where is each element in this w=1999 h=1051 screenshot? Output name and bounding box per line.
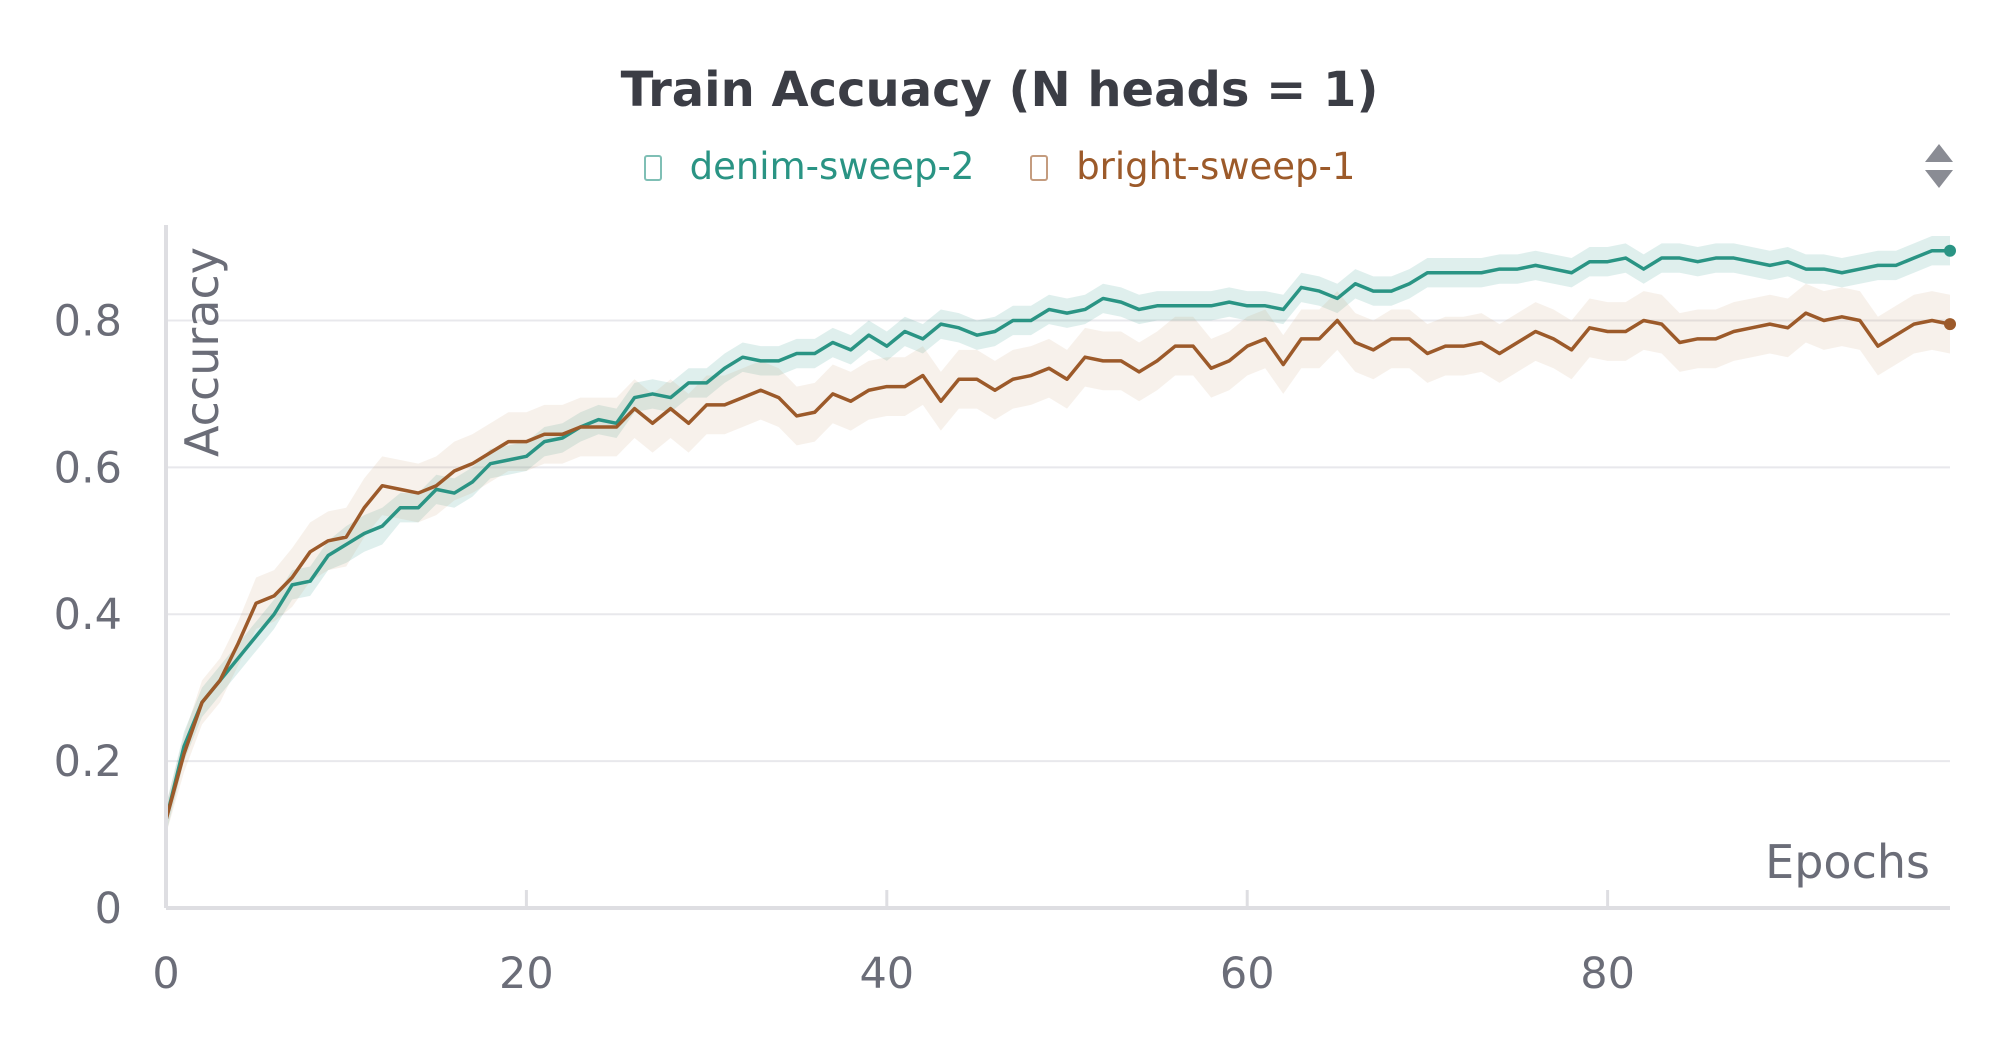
- sort-toggle-icon[interactable]: [1921, 142, 1957, 190]
- x-tick-label-0: 0: [152, 949, 179, 999]
- band-bright-sweep-1: [166, 283, 1950, 835]
- x-tick-label-2: 40: [859, 949, 914, 999]
- series-lines: [164, 248, 1951, 821]
- y-axis-label: Accuracy: [175, 247, 229, 457]
- endpoint-denim-sweep-2: [1944, 244, 1956, 257]
- x-tick-label-3: 60: [1220, 949, 1275, 999]
- endpoint-bright-sweep-1: [1944, 318, 1956, 331]
- legend-label-series-2: bright-sweep-1: [1076, 145, 1356, 188]
- x-tick-label-1: 20: [499, 949, 554, 999]
- legend-label-series-1: denim-sweep-2: [689, 145, 975, 188]
- y-tick-label-2: 0.4: [54, 590, 122, 640]
- y-tick-label-0: 0: [95, 884, 122, 934]
- y-tick-label-3: 0.6: [54, 443, 122, 493]
- line-denim-sweep-2: [164, 248, 1950, 821]
- legend: denim-sweep-2 bright-sweep-1: [0, 145, 1999, 188]
- y-tick-label-4: 0.8: [54, 296, 122, 346]
- chart-title: Train Accuacy (N heads = 1): [620, 62, 1379, 118]
- x-tick-label-4: 80: [1580, 949, 1635, 999]
- axes: [164, 225, 1950, 910]
- series-endpoints: [1944, 244, 1956, 331]
- tick-labels: 0 20 40 60 80 0 0.2 0.4 0.6 0.8: [54, 296, 1635, 999]
- legend-item-series-1[interactable]: denim-sweep-2: [643, 145, 975, 188]
- x-axis-label: Epochs: [1765, 835, 1930, 889]
- legend-item-series-2[interactable]: bright-sweep-1: [1030, 145, 1355, 188]
- y-tick-label-1: 0.2: [54, 737, 122, 787]
- confidence-bands: [166, 236, 1950, 835]
- legend-swatch-series-2: [1030, 155, 1049, 181]
- line-bright-sweep-1: [164, 311, 1951, 821]
- legend-swatch-series-1: [643, 155, 662, 181]
